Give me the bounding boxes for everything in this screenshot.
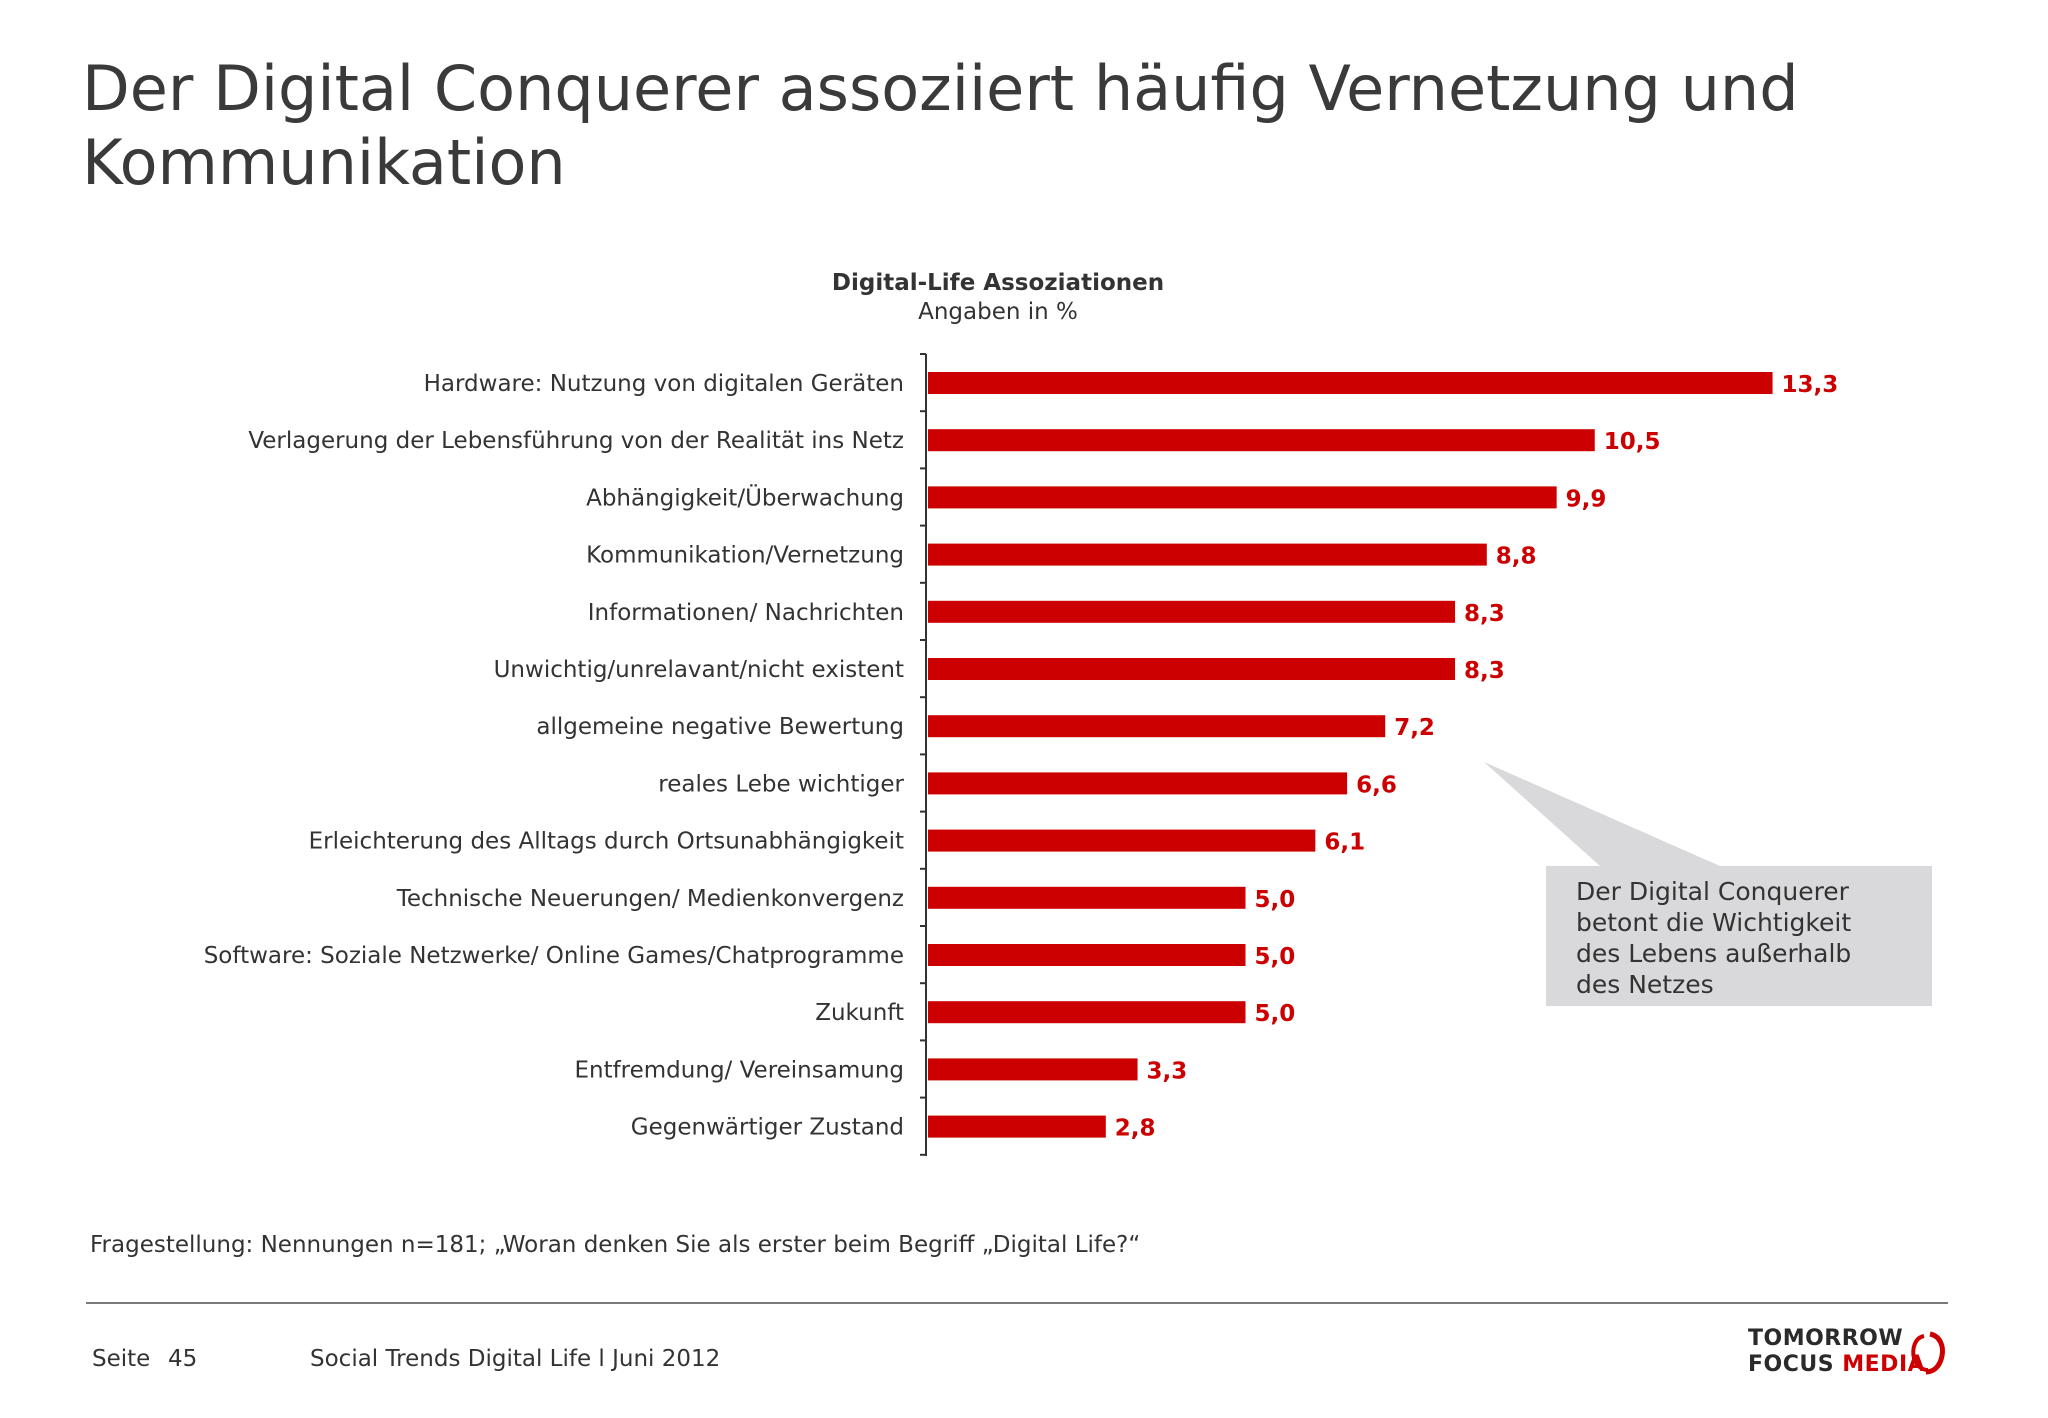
category-label: Technische Neuerungen/ Medienkonvergenz [396, 886, 904, 912]
bar [928, 543, 1487, 566]
value-label: 5,0 [1255, 1001, 1296, 1027]
page-label: Seite [92, 1346, 151, 1372]
callout-box [1546, 866, 1932, 1006]
bar [928, 486, 1557, 509]
value-label: 6,6 [1356, 772, 1397, 798]
value-label: 8,3 [1464, 658, 1505, 684]
callout-line: betont die Wichtigkeit [1576, 908, 1851, 937]
value-label: 5,0 [1255, 944, 1296, 970]
logo-wordmark-bottom: FOCUS MEDIA [1748, 1352, 1925, 1377]
callout: Der Digital Conquerer betont die Wichtig… [1484, 762, 1932, 1006]
value-label: 2,8 [1115, 1116, 1156, 1142]
bar [928, 886, 1246, 909]
page-title: Der Digital Conquerer assoziiert häufig … [82, 52, 1799, 199]
category-label: Abhängigkeit/Überwachung [586, 483, 904, 511]
bar [928, 1058, 1138, 1081]
value-label: 5,0 [1255, 887, 1296, 913]
category-label: Hardware: Nutzung von digitalen Geräten [424, 371, 904, 397]
footer-divider [86, 1302, 1948, 1304]
bar [928, 772, 1348, 795]
company-logo: TOMORROW FOCUS MEDIA [1746, 1326, 1952, 1378]
bar [928, 1001, 1246, 1024]
bar [928, 944, 1246, 966]
category-label: Zukunft [815, 1000, 904, 1026]
chart-subtitle: Angaben in % [918, 299, 1078, 325]
page-number: 45 [168, 1346, 198, 1372]
value-label: 13,3 [1782, 372, 1839, 398]
callout-line: des Netzes [1576, 970, 1714, 999]
value-label: 8,8 [1496, 544, 1537, 570]
value-label: 3,3 [1147, 1058, 1188, 1084]
bar [928, 658, 1456, 680]
footer-note: Social Trends Digital Life l Juni 2012 [310, 1346, 721, 1372]
logo-wordmark-top: TOMORROW [1748, 1326, 1904, 1351]
bar [928, 1115, 1106, 1138]
callout-line: des Lebens außerhalb [1576, 939, 1851, 968]
value-label: 10,5 [1604, 429, 1661, 455]
bar [928, 829, 1316, 852]
value-label: 7,2 [1394, 715, 1435, 741]
logo-mark-icon [1911, 1331, 1945, 1375]
category-label: Erleichterung des Alltags durch Ortsunab… [309, 829, 904, 855]
bar [928, 429, 1595, 452]
category-label: allgemeine negative Bewertung [536, 714, 904, 740]
logo-word-focus: FOCUS [1748, 1352, 1835, 1377]
value-labels: 13,3 10,5 9,9 8,8 8,3 8,3 7,2 6,6 6,1 5,0 5,0 5,0 3,… [1115, 372, 1839, 1142]
question-note: Fragestellung: Nennungen n=181; „Woran d… [90, 1232, 1141, 1258]
category-label: Gegenwärtiger Zustand [631, 1115, 904, 1141]
value-label: 8,3 [1464, 601, 1505, 627]
category-label: Entfremdung/ Vereinsamung [574, 1057, 904, 1083]
bars-group [928, 372, 1773, 1138]
category-label: Unwichtig/unrelavant/nicht existent [494, 657, 904, 683]
chart-title: Digital-Life Assoziationen [832, 270, 1164, 296]
category-labels: Hardware: Nutzung von digitalen Geräten V… [204, 371, 905, 1141]
value-label: 9,9 [1566, 486, 1607, 512]
category-label: Informationen/ Nachrichten [588, 600, 904, 626]
category-label: reales Lebe wichtiger [658, 771, 904, 797]
category-label: Kommunikation/Vernetzung [586, 543, 904, 569]
callout-line: Der Digital Conquerer [1576, 877, 1850, 906]
axis-ticks [920, 353, 926, 1156]
bar [928, 715, 1386, 738]
bar [928, 372, 1773, 394]
value-label: 6,1 [1324, 830, 1365, 856]
bar [928, 600, 1456, 623]
category-label: Verlagerung der Lebensführung von der Re… [248, 428, 904, 454]
bar-chart: Digital-Life Assoziationen Angaben in % … [204, 270, 1932, 1156]
logo-word-media: MEDIA [1842, 1352, 1926, 1377]
callout-pointer [1484, 762, 1720, 866]
category-label: Software: Soziale Netzwerke/ Online Game… [204, 943, 904, 969]
